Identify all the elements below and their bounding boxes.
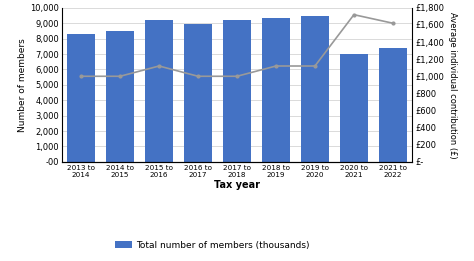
Bar <box>106 31 134 162</box>
Legend: Total number of members (thousands): Total number of members (thousands) <box>112 237 313 253</box>
Bar <box>67 34 95 162</box>
Y-axis label: Average individual contribution (£): Average individual contribution (£) <box>448 11 457 158</box>
Bar <box>262 18 290 162</box>
Bar <box>340 54 368 162</box>
Bar <box>301 16 329 162</box>
Bar <box>223 20 251 162</box>
Bar <box>184 24 212 162</box>
Y-axis label: Number of members: Number of members <box>18 38 27 132</box>
Bar <box>379 48 407 162</box>
Bar <box>145 20 173 162</box>
X-axis label: Tax year: Tax year <box>214 180 260 190</box>
